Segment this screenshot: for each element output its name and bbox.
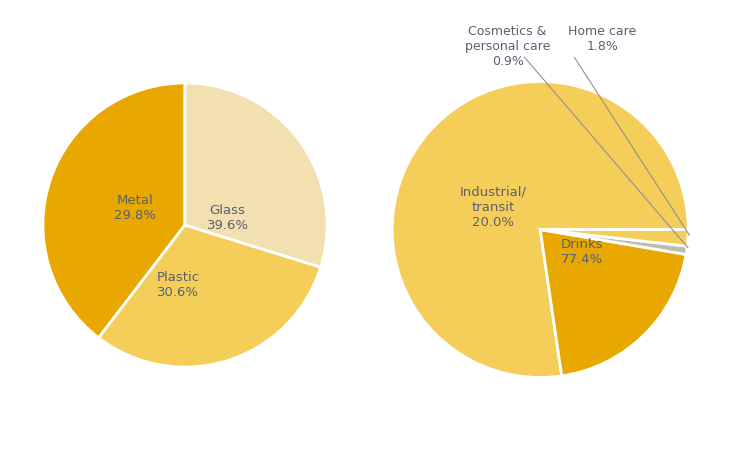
Wedge shape	[98, 225, 320, 367]
Wedge shape	[392, 81, 688, 378]
Text: Cosmetics &
personal care
0.9%: Cosmetics & personal care 0.9%	[465, 25, 551, 68]
Wedge shape	[185, 83, 327, 267]
Text: Metal
29.8%: Metal 29.8%	[114, 194, 156, 222]
Wedge shape	[540, 230, 688, 246]
Text: Home care
1.8%: Home care 1.8%	[568, 25, 636, 53]
Text: Drinks
77.4%: Drinks 77.4%	[560, 238, 603, 266]
Wedge shape	[540, 230, 687, 254]
Text: Industrial/
transit
20.0%: Industrial/ transit 20.0%	[460, 186, 526, 229]
Text: Plastic
30.6%: Plastic 30.6%	[156, 270, 200, 299]
Text: Glass
39.6%: Glass 39.6%	[206, 204, 249, 232]
Wedge shape	[540, 230, 686, 376]
Wedge shape	[43, 83, 185, 338]
